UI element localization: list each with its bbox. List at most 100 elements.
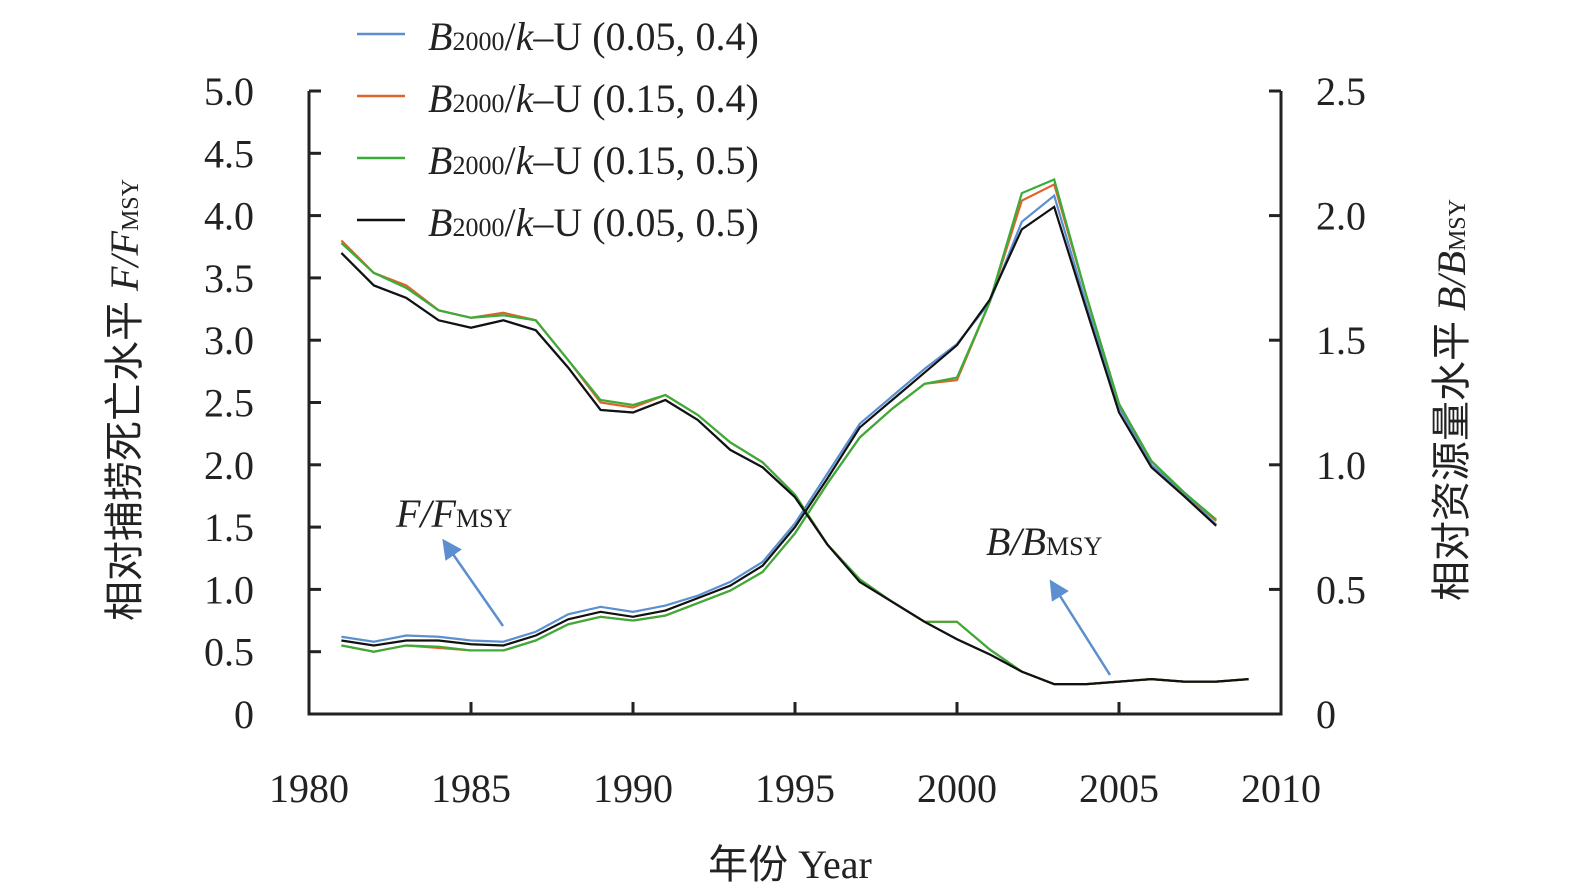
y-right-tick-label: 0.5: [1316, 567, 1366, 612]
x-tick-label-part: 1985: [431, 766, 511, 811]
y-left-tick-label-part: 4.5: [204, 131, 254, 176]
x-tick-label: 2005: [1079, 766, 1159, 811]
y-left-tick-label-part: 1.5: [204, 505, 254, 550]
y-left-tick-label: 4.5: [204, 131, 254, 176]
series-line-b-2: [340, 242, 1249, 686]
legend-label-1-part: (0.15, 0.4): [592, 76, 759, 121]
y-left-tick-label-part: 2.0: [204, 443, 254, 488]
legend-label-0: B2000/k–U (0.05, 0.4): [428, 14, 759, 59]
legend-label-1-part: B: [428, 76, 452, 121]
y-right-tick-label-part: 0: [1316, 692, 1336, 737]
y-left-tick-label: 0.5: [204, 630, 254, 675]
legend-label-3-part: 2000: [452, 213, 504, 242]
y-left-tick-label: 1.0: [204, 567, 254, 612]
y-right-tick-label-part: 0.5: [1316, 567, 1366, 612]
annotation-f-fmsy: F/FMSY: [395, 491, 513, 536]
y-right-tick-label-part: 1.0: [1316, 443, 1366, 488]
annotation-b-bmsy-part: MSY: [1046, 532, 1103, 561]
legend-label-3: B2000/k–U (0.05, 0.5): [428, 200, 759, 245]
y-right-tick-label: 2.0: [1316, 194, 1366, 239]
series-line-b-3: [340, 252, 1249, 686]
series-line-b-1: [340, 239, 1249, 686]
x-tick-label: 2000: [917, 766, 997, 811]
y-right-tick-label: 1.0: [1316, 443, 1366, 488]
legend-label-2-part: 2000: [452, 151, 504, 180]
y-left-tick-label-part: 2.5: [204, 381, 254, 426]
y-left-tick-label-part: 3.0: [204, 318, 254, 363]
annotation-b-bmsy-part: B/B: [986, 519, 1046, 564]
x-tick-label-part: 2005: [1079, 766, 1159, 811]
legend-label-0-part: (0.05, 0.4): [592, 14, 759, 59]
y-left-axis-label: 相对捕捞死亡水平 F/FMSY: [102, 179, 147, 621]
legend-label-3-part: B: [428, 200, 452, 245]
legend-label-0-part: /: [504, 14, 516, 59]
x-tick-label-part: 2010: [1241, 766, 1321, 811]
arrow-f-fmsy: [442, 538, 505, 627]
y-right-tick-label: 2.5: [1316, 69, 1366, 114]
y-right-tick-label-part: 2.5: [1316, 69, 1366, 114]
y-left-tick-label-part: 3.5: [204, 256, 254, 301]
y-right-axis-label-part: MSY: [1445, 199, 1471, 251]
y-left-tick-label: 1.5: [204, 505, 254, 550]
x-tick-label-part: 1990: [593, 766, 673, 811]
x-axis-label: 年份 Year: [708, 842, 872, 887]
legend-label-0-part: –U: [532, 14, 592, 59]
annotation-b-bmsy: B/BMSY: [986, 519, 1103, 564]
legend-label-0-part: B: [428, 14, 452, 59]
legend-label-3-part: /: [504, 200, 516, 245]
y-left-axis-label-part: MSY: [118, 179, 144, 231]
legend-label-3-part: (0.05, 0.5): [592, 200, 759, 245]
legend-label-1-part: 2000: [452, 89, 504, 118]
arrow-b-bmsy: [1049, 579, 1112, 676]
y-left-tick-label-part: 0: [234, 692, 254, 737]
x-tick-label-part: 1980: [269, 766, 349, 811]
y-left-axis-label-part: F/F: [102, 230, 147, 292]
legend-label-0-part: 2000: [452, 27, 504, 56]
y-right-tick-label: 0: [1316, 692, 1336, 737]
y-right-axis-label-part: 相对资源量水平: [1429, 311, 1474, 601]
y-right-tick-label-part: 2.0: [1316, 194, 1366, 239]
series-line-f-0: [341, 193, 1217, 643]
y-right-axis-label: 相对资源量水平 B/BMSY: [1429, 199, 1474, 601]
x-axis-label-part: 年份 Year: [708, 842, 872, 887]
y-left-tick-label: 2.0: [204, 443, 254, 488]
legend-label-2-part: /: [504, 138, 516, 183]
x-tick-label: 2010: [1241, 766, 1321, 811]
y-left-axis-label-part: 相对捕捞死亡水平: [102, 291, 147, 621]
legend-label-1-part: k: [516, 76, 535, 121]
y-left-tick-label-part: 0.5: [204, 630, 254, 675]
legend-label-2: B2000/k–U (0.15, 0.5): [428, 138, 759, 183]
x-tick-label-part: 1995: [755, 766, 835, 811]
legend-label-0-part: k: [516, 14, 535, 59]
y-left-tick-label: 4.0: [204, 194, 254, 239]
legend-label-3-part: k: [516, 200, 535, 245]
series-line-f-3: [341, 205, 1217, 647]
x-tick-label: 1980: [269, 766, 349, 811]
y-left-tick-label: 3.0: [204, 318, 254, 363]
x-tick-label-part: 2000: [917, 766, 997, 811]
legend-label-2-part: B: [428, 138, 452, 183]
legend-label-1-part: /: [504, 76, 516, 121]
legend-label-1: B2000/k–U (0.15, 0.4): [428, 76, 759, 121]
y-left-tick-label: 3.5: [204, 256, 254, 301]
x-tick-label: 1985: [431, 766, 511, 811]
y-left-tick-label-part: 1.0: [204, 567, 254, 612]
x-tick-label: 1995: [755, 766, 835, 811]
y-left-tick-label: 2.5: [204, 381, 254, 426]
annotation-f-fmsy-part: F/F: [395, 491, 457, 536]
legend-label-2-part: –U: [532, 138, 592, 183]
y-left-tick-label-part: 4.0: [204, 194, 254, 239]
y-right-axis-label-part: B/B: [1429, 251, 1474, 311]
annotation-f-fmsy-part: MSY: [456, 504, 513, 533]
legend-label-3-part: –U: [532, 200, 592, 245]
y-left-tick-label-part: 5.0: [204, 69, 254, 114]
y-left-tick-label: 0: [234, 692, 254, 737]
y-right-tick-label-part: 1.5: [1316, 318, 1366, 363]
axes-frame: [307, 91, 1283, 716]
y-left-tick-label: 5.0: [204, 69, 254, 114]
legend-label-2-part: (0.15, 0.5): [592, 138, 759, 183]
series-line-f-2: [341, 177, 1217, 653]
y-right-tick-label: 1.5: [1316, 318, 1366, 363]
x-tick-label: 1990: [593, 766, 673, 811]
